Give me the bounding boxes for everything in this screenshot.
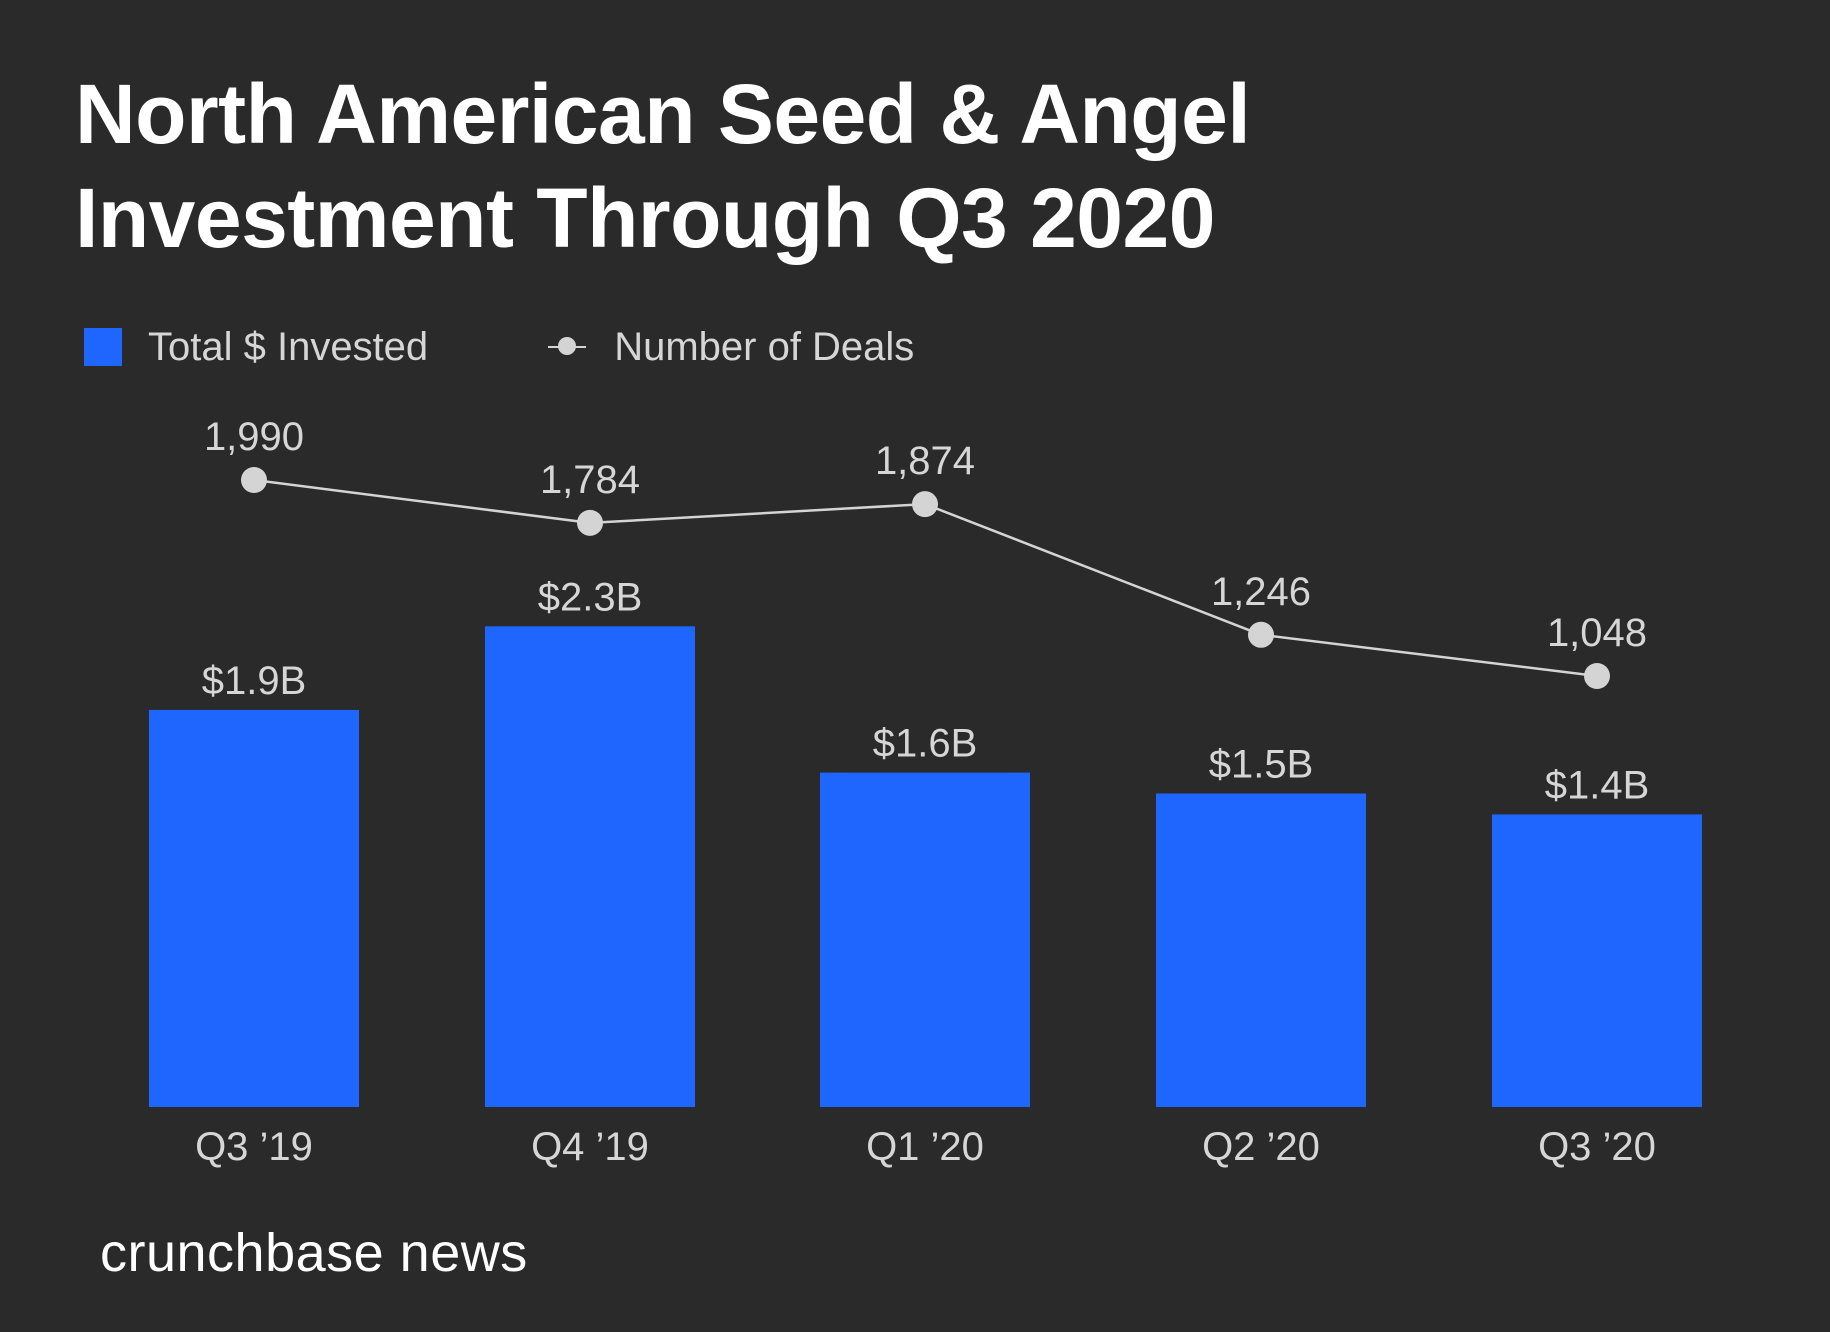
deals-point-4: [1248, 621, 1274, 648]
bar-value-label-3: $1.6B: [873, 722, 978, 766]
bar-value-label-4: $1.5B: [1209, 743, 1314, 787]
bar-2: [485, 626, 695, 1107]
brand-logo: crunchbase news: [100, 1223, 528, 1283]
deals-value-label-3: 1,874: [875, 439, 975, 483]
bar-value-label-5: $1.4B: [1545, 763, 1650, 807]
deals-point-3: [912, 491, 938, 518]
chart-title-line1: North American Seed & Angel: [75, 67, 1251, 161]
x-tick-label-4: Q2 ’20: [1202, 1125, 1320, 1169]
legend-bar-label: Total $ Invested: [148, 324, 429, 369]
chart-legend: Total $ Invested Number of Deals: [84, 322, 914, 372]
chart-title-line2: Investment Through Q3 2020: [75, 171, 1215, 265]
deals-point-5: [1584, 663, 1610, 689]
bar-value-label-1: $1.9B: [202, 659, 307, 703]
x-tick-label-1: Q3 ’19: [195, 1125, 313, 1169]
legend-line-marker-icon: [548, 337, 587, 357]
deals-value-label-2: 1,784: [540, 458, 640, 502]
bar-5: [1492, 814, 1702, 1107]
deals-value-label-1: 1,990: [204, 415, 304, 459]
deals-value-label-5: 1,048: [1547, 611, 1647, 655]
chart-title: North American Seed & Angel Investment T…: [75, 62, 1575, 270]
bar-1: [149, 709, 359, 1107]
legend-bar-swatch: [84, 328, 122, 366]
bar-value-label-2: $2.3B: [538, 575, 643, 619]
deals-value-label-4: 1,246: [1211, 570, 1311, 614]
x-tick-label-3: Q1 ’20: [866, 1125, 984, 1169]
bar-4: [1156, 793, 1366, 1107]
deals-point-2: [577, 509, 603, 536]
bar-3: [820, 772, 1030, 1107]
deals-point-1: [241, 467, 267, 493]
legend-line-label: Number of Deals: [614, 324, 915, 369]
x-tick-label-5: Q3 ’20: [1538, 1125, 1656, 1169]
x-tick-label-2: Q4 ’19: [531, 1125, 649, 1169]
